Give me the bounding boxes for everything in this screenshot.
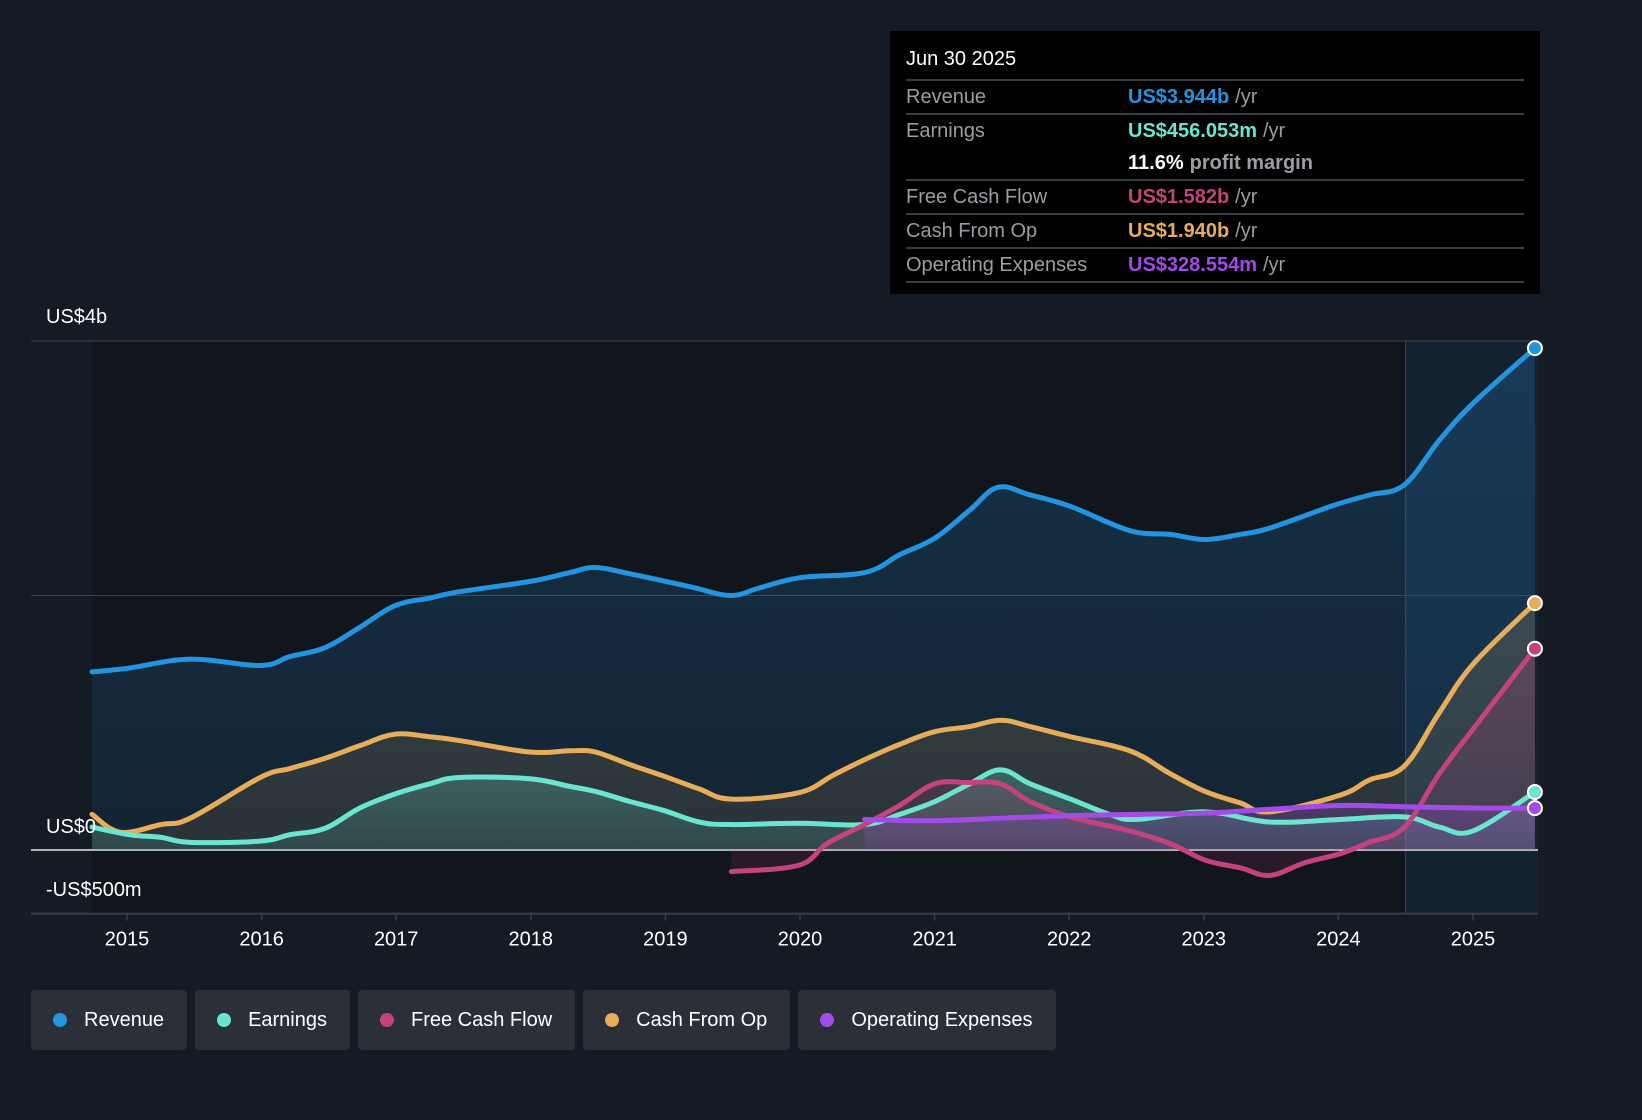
line-free-cash-flow <box>728 646 1538 878</box>
tooltip-value: US$1.582b <box>1128 186 1230 208</box>
x-tick-label: 2015 <box>105 929 150 951</box>
tooltip-unit: /yr <box>1262 254 1286 276</box>
legend-item-revenue[interactable]: Revenue <box>31 990 188 1050</box>
tooltip-row-profit-margin: 11.6% profit margin <box>906 147 1524 181</box>
tooltip-value: US$328.554m <box>1128 254 1257 276</box>
tooltip-unit: /yr <box>1235 86 1258 108</box>
legend-item-operating-expenses[interactable]: Operating Expenses <box>798 990 1056 1050</box>
line-operating-expenses <box>862 802 1538 824</box>
x-tick-label: 2024 <box>1316 929 1361 951</box>
tooltip-row-revenue: Revenue US$3.944b /yr <box>906 81 1524 115</box>
legend-label: Free Cash Flow <box>411 1008 553 1031</box>
legend-dot-icon <box>380 1013 394 1027</box>
line-earnings <box>89 767 1538 846</box>
endpoint-marker-free-cash-flow <box>1526 640 1543 657</box>
legend-item-earnings[interactable]: Earnings <box>195 990 350 1050</box>
line-revenue <box>89 345 1538 675</box>
tooltip-row-cash-from-op: Cash From Op US$1.940b /yr <box>906 215 1524 249</box>
legend: Revenue Earnings Free Cash Flow Cash Fro… <box>31 990 1056 1050</box>
y-tick-label-zero: US$0 <box>46 816 97 838</box>
legend-item-free-cash-flow[interactable]: Free Cash Flow <box>358 990 576 1050</box>
tooltip-panel: Jun 30 2025 Revenue US$3.944b /yr Earnin… <box>890 31 1540 294</box>
tooltip-row-operating-expenses: Operating Expenses US$328.554m /yr <box>906 249 1524 283</box>
tooltip-label: Cash From Op <box>906 220 1038 242</box>
endpoint-marker-cash-from-op <box>1526 595 1543 612</box>
x-tick-label: 2023 <box>1182 929 1227 951</box>
chart-svg: 2015 2016 2017 2018 2019 2020 2021 2022 2023 2024… <box>31 340 1543 951</box>
legend-dot-icon <box>217 1013 232 1027</box>
line-cash-from-op <box>89 600 1538 835</box>
tooltip-unit: /yr <box>1235 186 1258 208</box>
x-tick-label: 2017 <box>374 929 419 951</box>
legend-item-cash-from-op[interactable]: Cash From Op <box>583 990 791 1050</box>
y-tick-label-top: US$4b <box>46 306 108 328</box>
tooltip-unit: /yr <box>1262 120 1286 142</box>
legend-label: Operating Expenses <box>851 1008 1033 1031</box>
tooltip-label <box>906 147 1128 179</box>
x-tick-label: 2018 <box>509 929 554 951</box>
legend-label: Revenue <box>84 1008 165 1031</box>
tooltip-date: Jun 30 2025 <box>906 45 1524 81</box>
legend-dot-icon <box>605 1013 620 1027</box>
x-tick-label: 2025 <box>1451 929 1496 951</box>
endpoint-marker-earnings <box>1526 783 1543 800</box>
tooltip-value: US$456.053m <box>1128 120 1257 142</box>
x-tick-label: 2016 <box>239 929 284 951</box>
tooltip-value: US$3.944b <box>1128 86 1230 108</box>
x-tick-label: 2019 <box>643 929 688 951</box>
endpoint-marker-revenue <box>1526 340 1543 357</box>
tooltip-label: Operating Expenses <box>906 254 1088 276</box>
profit-margin-label: profit margin <box>1189 152 1313 174</box>
legend-dot-icon <box>53 1013 67 1027</box>
tooltip-row-free-cash-flow: Free Cash Flow US$1.582b /yr <box>906 181 1524 215</box>
x-tick-label: 2021 <box>912 929 957 951</box>
tooltip-unit: /yr <box>1235 220 1258 242</box>
legend-label: Earnings <box>248 1008 327 1031</box>
tooltip-label: Earnings <box>906 120 985 142</box>
tooltip-label: Free Cash Flow <box>906 186 1048 208</box>
endpoint-marker-operating-expenses <box>1526 800 1543 817</box>
x-tick-label: 2022 <box>1047 929 1092 951</box>
tooltip-label: Revenue <box>906 86 987 108</box>
legend-label: Cash From Op <box>636 1008 768 1031</box>
legend-dot-icon <box>820 1013 835 1027</box>
x-tick-label: 2020 <box>778 929 823 951</box>
y-tick-label-bottom: -US$500m <box>46 879 142 901</box>
area-revenue <box>92 348 1535 850</box>
tooltip-value: US$1.940b <box>1128 220 1230 242</box>
tooltip-row-earnings: Earnings US$456.053m /yr <box>906 115 1524 147</box>
profit-margin-value: 11.6% <box>1128 152 1184 174</box>
